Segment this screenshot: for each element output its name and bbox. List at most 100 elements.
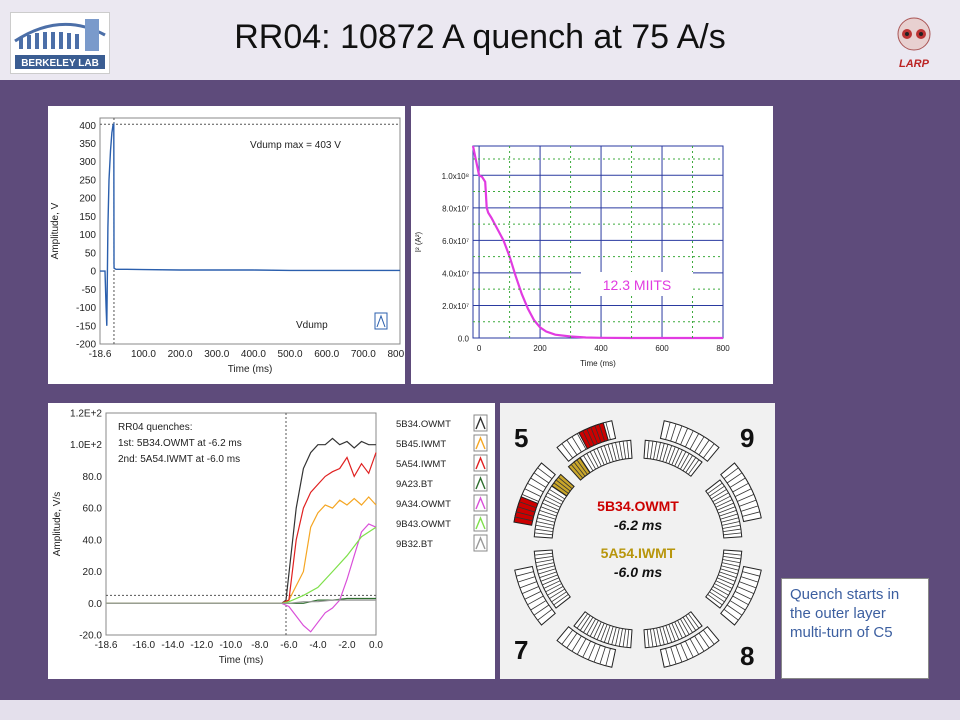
x-tick-label: 0.0 xyxy=(369,640,383,651)
y-tick-label: 4.0x10⁷ xyxy=(442,269,469,278)
magnet-cross-section-panel: 5 9 7 8 5B34.OWMT -6.2 ms 5A54.IWMT -6.0… xyxy=(500,403,775,679)
legend-icon xyxy=(475,456,486,470)
outer-coil-block-5b34-c5 xyxy=(513,496,539,526)
y-tick-label: 250 xyxy=(79,175,96,186)
quench-label-2: 5A54.IWMT xyxy=(601,545,676,561)
footer-bar xyxy=(0,700,960,720)
x-tick-label: 300.0 xyxy=(204,349,229,360)
outer-coil-block xyxy=(659,626,720,668)
y-tick-label: 1.0E+2 xyxy=(70,440,102,451)
magnet-cross-section: 5 9 7 8 5B34.OWMT -6.2 ms 5A54.IWMT -6.0… xyxy=(513,420,762,671)
plot-area xyxy=(472,145,724,339)
inner-coil-block-5a54 xyxy=(551,473,575,497)
quadrant-label-7: 7 xyxy=(514,635,528,665)
x-tick-label: -4.0 xyxy=(309,640,327,651)
header-bar: BERKELEY LAB RR04: 10872 A quench at 75 … xyxy=(0,0,960,80)
x-axis-label: Time (ms) xyxy=(580,359,616,368)
outer-coil-block xyxy=(720,462,762,523)
quench-summary-line: 2nd: 5A54.IWMT at -6.0 ms xyxy=(118,454,240,465)
quench-summary-title: RR04 quenches: xyxy=(118,422,193,433)
quench-derivative-chart-panel: 1.2E+2 1.0E+2 80.0 60.0 40.0 20.0 0.0 -20.0 -18.… xyxy=(48,403,495,679)
y-tick-label: 1.2E+2 xyxy=(70,409,102,420)
y-tick-label: -50 xyxy=(82,285,97,296)
y-tick-label: 350 xyxy=(79,139,96,150)
x-tick-label: -16.0 xyxy=(132,640,155,651)
x-tick-label: 400.0 xyxy=(241,349,266,360)
x-tick-label: 200.0 xyxy=(168,349,193,360)
legend-icon xyxy=(475,516,486,530)
x-axis-label: Time (ms) xyxy=(228,364,273,375)
legend-icon xyxy=(475,436,486,450)
vdump-max-annotation: Vdump max = 403 V xyxy=(250,140,341,151)
legend-label: 5B34.OWMT xyxy=(396,419,451,430)
vdump-chart-panel: 400 350 300 250 200 150 100 50 0 -50 -100 -150 -200-… xyxy=(48,106,405,384)
inner-coil-block xyxy=(705,479,743,539)
quench-time-1: -6.2 ms xyxy=(614,517,662,533)
y-tick-label: -20.0 xyxy=(79,631,102,642)
quadrant-label-8: 8 xyxy=(740,641,754,671)
inner-coil-block xyxy=(573,611,633,649)
y-tick-label: 20.0 xyxy=(83,567,103,578)
quench-derivative-chart: 1.2E+2 1.0E+2 80.0 60.0 40.0 20.0 0.0 -20.0-18.… xyxy=(52,409,488,666)
inner-coil-block-5a54-c5 xyxy=(567,457,591,481)
x-tick-label: 400 xyxy=(594,344,608,353)
x-tick-label: -10.0 xyxy=(219,640,242,651)
inner-coil-block xyxy=(533,549,571,609)
legend-label: 9B43.OWMT xyxy=(396,519,451,530)
legend-icon xyxy=(475,416,486,430)
x-tick-label: -8.0 xyxy=(251,640,269,651)
quench-label-1: 5B34.OWMT xyxy=(597,498,679,514)
x-tick-label: 700.0 xyxy=(351,349,376,360)
series-line-i- xyxy=(471,145,723,340)
y-tick-label: -200 xyxy=(76,340,96,351)
x-tick-label: -6.0 xyxy=(280,640,298,651)
y-axis-label: I² (A²) xyxy=(414,231,423,252)
inner-coil-block xyxy=(643,439,703,477)
series-line-5a54-iwmt xyxy=(106,452,377,604)
y-axis-label: Amplitude, V/s xyxy=(52,492,63,556)
legend-icon xyxy=(475,496,486,510)
y-tick-label: 8.0x10⁷ xyxy=(442,204,469,213)
berkeley-lab-text: BERKELEY LAB xyxy=(21,58,99,69)
x-tick-label: -18.6 xyxy=(89,349,112,360)
outer-coil-block xyxy=(659,420,720,462)
legend-icon xyxy=(475,536,486,550)
larp-logo-graphic: LARP xyxy=(897,17,931,70)
legend-vdump-label: Vdump xyxy=(296,320,328,331)
plot-area xyxy=(105,412,377,636)
y-tick-label: 1.0x10⁸ xyxy=(442,172,469,181)
i-squared-chart: 1.0x10⁸ 8.0x10⁷ 6.0x10⁷ 4.0x10⁷ 2.0x10⁷ 0.0 0 2… xyxy=(414,145,730,368)
y-tick-label: -150 xyxy=(76,321,96,332)
legend-label: 5B45.IWMT xyxy=(396,439,446,450)
y-tick-label: 40.0 xyxy=(83,535,103,546)
quench-time-2: -6.0 ms xyxy=(614,564,662,580)
outer-coil-block xyxy=(720,565,762,626)
legend-label: 5A54.IWMT xyxy=(396,459,446,470)
x-axis-label: Time (ms) xyxy=(219,655,264,666)
berkeley-lab-logo-graphic: BERKELEY LAB xyxy=(14,19,106,69)
quadrant-label-5: 5 xyxy=(514,423,528,453)
y-tick-label: 0.0 xyxy=(88,599,102,610)
x-tick-label: -2.0 xyxy=(338,640,356,651)
x-tick-label: 0 xyxy=(477,344,482,353)
larp-logo: LARP xyxy=(893,14,935,72)
x-tick-label: 800 xyxy=(716,344,730,353)
y-tick-label: -100 xyxy=(76,303,96,314)
x-tick-label: 600.0 xyxy=(314,349,339,360)
x-tick-label: 500.0 xyxy=(278,349,303,360)
x-tick-label: 200 xyxy=(533,344,547,353)
x-tick-label: -14.0 xyxy=(161,640,184,651)
quadrant-label-9: 9 xyxy=(740,423,754,453)
y-axis-label: Amplitude, V xyxy=(50,202,61,259)
series-line-9b32-bt xyxy=(106,599,376,604)
miits-annotation: 12.3 MIITS xyxy=(603,277,671,293)
y-tick-label: 200 xyxy=(79,194,96,205)
y-tick-label: 300 xyxy=(79,157,96,168)
quench-note: Quench starts in the outer layer multi-t… xyxy=(781,578,929,679)
legend-label: 9A34.OWMT xyxy=(396,499,451,510)
larp-text: LARP xyxy=(899,58,930,70)
legend-vdump-icon xyxy=(376,314,386,328)
inner-coil-block xyxy=(705,549,743,609)
y-tick-label: 2.0x10⁷ xyxy=(442,302,469,311)
outer-coil-block-5b34 xyxy=(578,422,609,450)
